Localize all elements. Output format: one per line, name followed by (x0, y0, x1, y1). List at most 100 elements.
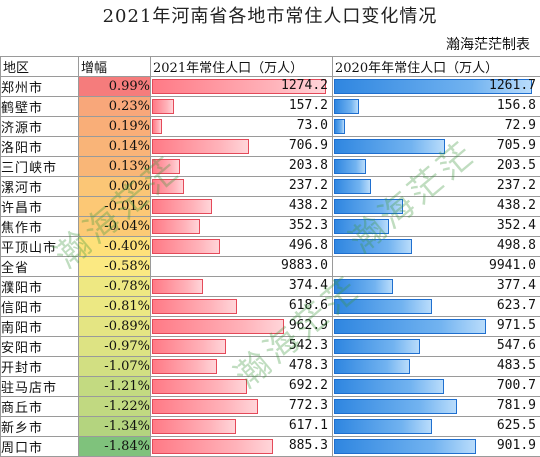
pop2020-cell: 203.5 (333, 157, 540, 177)
change-cell: -0.40% (79, 237, 151, 257)
pop2020-cell: 498.8 (333, 237, 540, 257)
pop2020-cell: 438.2 (333, 197, 540, 217)
pop2021-cell: 352.3 (151, 217, 333, 237)
change-cell: -1.84% (79, 437, 151, 457)
pop2020-value: 9941.0 (489, 257, 536, 276)
pop2021-cell: 157.2 (151, 97, 333, 117)
region-cell: 驻马店市 (1, 377, 79, 397)
header-region[interactable]: 地区 (1, 57, 79, 77)
pop2021-cell: 438.2 (151, 197, 333, 217)
table-row[interactable]: 安阳市-0.97% 542.3 547.6 (1, 337, 540, 357)
change-cell: 0.19% (79, 117, 151, 137)
pop2020-value: 483.5 (497, 357, 536, 376)
pop2021-cell: 374.4 (151, 277, 333, 297)
change-cell: 0.00% (79, 177, 151, 197)
pop2020-value: 781.9 (497, 397, 536, 416)
header-pop2021[interactable]: 2021年常住人口（万人） (151, 57, 333, 77)
pop2020-value: 625.5 (497, 417, 536, 436)
pop2020-bar (334, 399, 457, 414)
pop2021-value: 706.9 (289, 137, 328, 156)
pop2020-value: 237.2 (497, 177, 536, 196)
pop2020-cell: 72.9 (333, 117, 540, 137)
pop2020-cell: 483.5 (333, 357, 540, 377)
change-cell: 0.23% (79, 97, 151, 117)
pop2021-bar (152, 399, 258, 414)
change-cell: -1.22% (79, 397, 151, 417)
change-cell: -1.34% (79, 417, 151, 437)
pop2021-bar (152, 299, 237, 314)
region-cell: 安阳市 (1, 337, 79, 357)
pop2021-bar (152, 119, 162, 134)
pop2020-cell: 623.7 (333, 297, 540, 317)
pop2020-bar (334, 319, 486, 334)
pop2020-value: 438.2 (497, 197, 536, 216)
change-cell: -0.04% (79, 217, 151, 237)
page-title: 2021年河南省各地市常住人口变化情况 (0, 0, 540, 34)
pop2021-cell: 237.2 (151, 177, 333, 197)
change-cell: -0.78% (79, 277, 151, 297)
header-change[interactable]: 增幅 (79, 57, 151, 77)
pop2020-cell: 352.4 (333, 217, 540, 237)
pop2020-cell: 156.8 (333, 97, 540, 117)
change-cell: -1.21% (79, 377, 151, 397)
pop2021-value: 9883.0 (281, 257, 328, 276)
pop2020-value: 72.9 (505, 117, 536, 136)
pop2020-cell: 901.9 (333, 437, 540, 457)
pop2020-value: 1261.7 (489, 77, 536, 96)
pop2021-value: 618.6 (289, 297, 328, 316)
header-pop2020[interactable]: 2020年年常住人口（万人） (333, 57, 540, 77)
pop2020-value: 203.5 (497, 157, 536, 176)
pop2020-bar (334, 199, 403, 214)
pop2021-cell: 617.1 (151, 417, 333, 437)
pop2021-cell: 962.9 (151, 317, 333, 337)
region-cell: 南阳市 (1, 317, 79, 337)
pop2021-value: 438.2 (289, 197, 328, 216)
pop2021-bar (152, 199, 212, 214)
pop2020-value: 547.6 (497, 337, 536, 356)
pop2021-cell: 496.8 (151, 237, 333, 257)
pop2021-cell: 706.9 (151, 137, 333, 157)
pop2020-bar (334, 239, 412, 254)
pop2021-bar (152, 419, 236, 434)
region-cell: 平顶山市 (1, 237, 79, 257)
change-cell: -0.97% (79, 337, 151, 357)
pop2021-value: 352.3 (289, 217, 328, 236)
pop2021-bar (152, 219, 200, 234)
pop2021-value: 962.9 (289, 317, 328, 336)
pop2021-value: 542.3 (289, 337, 328, 356)
pop2020-value: 352.4 (497, 217, 536, 236)
pop2021-bar (152, 379, 247, 394)
pop2021-bar (152, 159, 180, 174)
region-cell: 漯河市 (1, 177, 79, 197)
pop2020-bar (334, 219, 389, 234)
pop2021-value: 73.0 (297, 117, 328, 136)
region-cell: 周口市 (1, 437, 79, 457)
pop2021-cell: 1274.2 (151, 77, 333, 97)
pop2020-bar (334, 339, 420, 354)
pop2020-value: 705.9 (497, 137, 536, 156)
pop2020-bar (334, 139, 445, 154)
pop2020-cell: 9941.0 (333, 257, 540, 277)
region-cell: 濮阳市 (1, 277, 79, 297)
region-cell: 郑州市 (1, 77, 79, 97)
pop2021-bar (152, 359, 217, 374)
